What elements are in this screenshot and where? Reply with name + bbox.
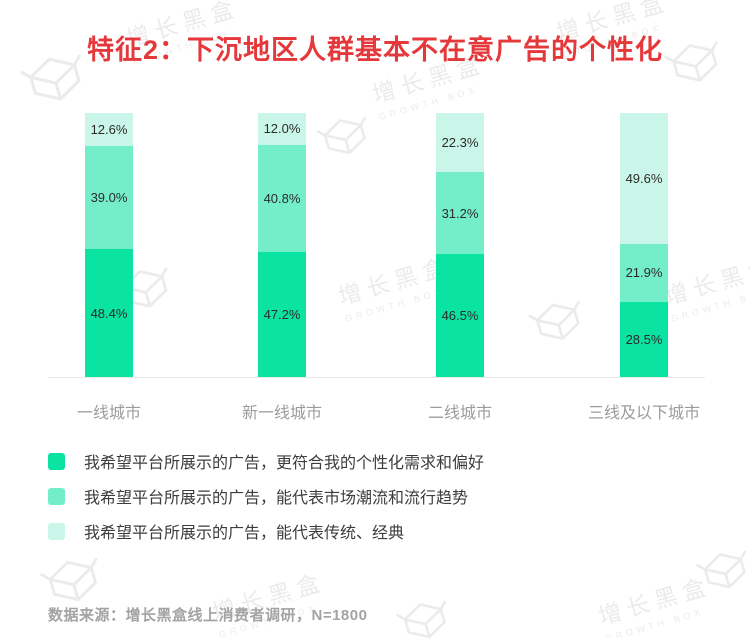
x-axis-label: 二线城市 (427, 405, 493, 422)
x-axis-labels: 一线城市 新一线城市 二线城市 三线及以下城市 (0, 399, 750, 423)
watermark-logo-icon (691, 536, 750, 608)
legend-item: 我希望平台所展示的广告，能代表传统、经典 (48, 521, 484, 542)
x-axis-label: 一线城市 (76, 405, 142, 422)
bar-segment: 39.0% (85, 146, 133, 250)
x-axis-label: 新一线城市 (241, 405, 323, 422)
bar-segment: 22.3% (436, 113, 484, 172)
segment-value-label: 40.8% (263, 191, 301, 207)
x-axis-line (48, 377, 705, 378)
watermark-text-cn: 增长黑盒 (595, 572, 715, 630)
watermark-logo-icon (391, 586, 459, 638)
bar-segment: 21.9% (620, 243, 668, 302)
segment-value-label: 46.5% (441, 308, 479, 324)
legend-item: 我希望平台所展示的广告，能代表市场潮流和流行趋势 (48, 486, 484, 507)
bar-column: 12.0% 40.8% 47.2% (258, 113, 306, 377)
watermark-text: 增长黑盒 GROWTH BOX (208, 563, 332, 638)
legend-swatch (48, 452, 65, 470)
bar-column: 12.6% 39.0% 48.4% (85, 113, 133, 377)
segment-value-label: 12.0% (263, 121, 301, 137)
legend-label: 我希望平台所展示的广告，能代表传统、经典 (84, 525, 405, 542)
legend-label: 我希望平台所展示的广告，能代表市场潮流和流行趋势 (84, 490, 469, 507)
bar-column: 49.6% 21.9% 28.5% (620, 113, 668, 377)
segment-value-label: 49.6% (625, 170, 663, 186)
segment-value-label: 21.9% (625, 265, 663, 281)
legend-label: 我希望平台所展示的广告，更符合我的个性化需求和偏好 (84, 455, 485, 472)
segment-value-label: 12.6% (90, 122, 128, 138)
segment-value-label: 31.2% (441, 205, 479, 221)
legend-swatch (48, 487, 65, 505)
legend-swatch (48, 522, 65, 540)
bar-column: 22.3% 31.2% 46.5% (436, 113, 484, 377)
bar-segment: 46.5% (436, 254, 484, 377)
chart-legend: 我希望平台所展示的广告，更符合我的个性化需求和偏好 我希望平台所展示的广告，能代表… (48, 451, 484, 556)
bar-segment: 31.2% (436, 171, 484, 255)
bar-segment: 47.2% (258, 252, 306, 377)
watermark-text: 增长黑盒 GROWTH BOX (594, 567, 718, 638)
bar-segment: 40.8% (258, 144, 306, 253)
segment-value-label: 22.3% (441, 134, 479, 150)
data-source-note: 数据来源：增长黑盒线上消费者调研，N=1800 (48, 607, 368, 624)
bar-segment: 12.0% (258, 113, 306, 145)
bar-segment: 48.4% (85, 249, 133, 377)
watermark-text-en: GROWTH BOX (603, 606, 706, 638)
segment-value-label: 28.5% (625, 331, 663, 347)
stacked-bar-chart: 12.6% 39.0% 48.4% 12.0% 40.8% 47.2% 22.3% 31.2%… (0, 113, 750, 377)
x-axis-label: 三线及以下城市 (587, 405, 701, 422)
segment-value-label: 39.0% (90, 190, 128, 206)
bar-segment: 12.6% (85, 113, 133, 147)
page-title: 特征2：下沉地区人群基本不在意广告的个性化 (86, 35, 663, 65)
segment-value-label: 48.4% (90, 305, 128, 321)
segment-value-label: 47.2% (263, 307, 301, 323)
bar-segment: 49.6% (620, 113, 668, 244)
legend-item: 我希望平台所展示的广告，更符合我的个性化需求和偏好 (48, 451, 485, 472)
bar-segment: 28.5% (620, 301, 668, 377)
